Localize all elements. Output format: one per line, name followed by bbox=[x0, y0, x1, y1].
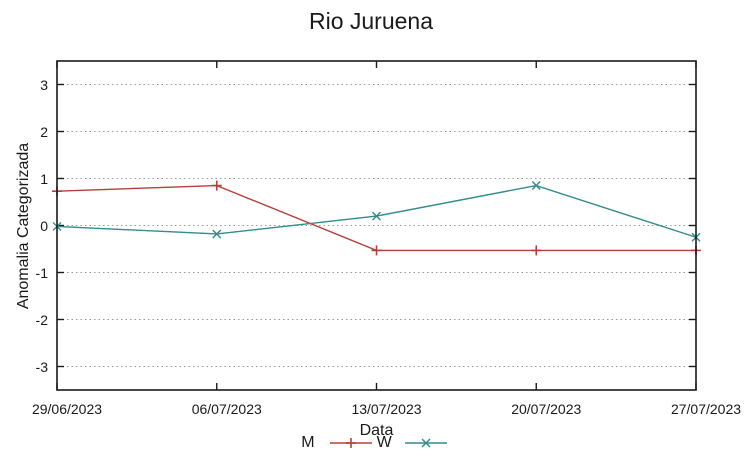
y-tick-label: 2 bbox=[40, 123, 48, 140]
legend-sample-w-line-icon bbox=[404, 438, 447, 448]
marker-cross-icon bbox=[212, 229, 222, 239]
legend-label-m: M bbox=[301, 434, 315, 451]
x-tick-label: 27/07/2023 bbox=[670, 401, 742, 417]
x-tick-label: 20/07/2023 bbox=[511, 401, 582, 417]
legend: M W bbox=[57, 435, 696, 451]
y-tick-label: 3 bbox=[40, 76, 48, 93]
series-W-line bbox=[56, 184, 697, 238]
legend-label-w: W bbox=[376, 434, 392, 451]
plot-frame bbox=[56, 60, 697, 391]
marker-cross-icon bbox=[372, 211, 381, 221]
x-tick-label: 29/06/2023 bbox=[31, 401, 103, 417]
legend-sample-m-line-icon bbox=[329, 438, 372, 448]
y-tick-label: -3 bbox=[35, 358, 48, 375]
x-axis-title: Data bbox=[359, 422, 394, 439]
x-tick-label: 06/07/2023 bbox=[191, 401, 262, 417]
y-tick-label: -2 bbox=[35, 311, 48, 328]
y-tick-label: 0 bbox=[40, 217, 48, 234]
y-tick-label: 1 bbox=[40, 170, 48, 187]
series-M-line bbox=[56, 184, 696, 252]
x-tick-label: 13/07/2023 bbox=[351, 401, 422, 417]
y-tick-label: -1 bbox=[35, 264, 48, 281]
chart-title: Rio Juruena bbox=[308, 8, 434, 34]
marker-cross-icon bbox=[531, 181, 541, 191]
